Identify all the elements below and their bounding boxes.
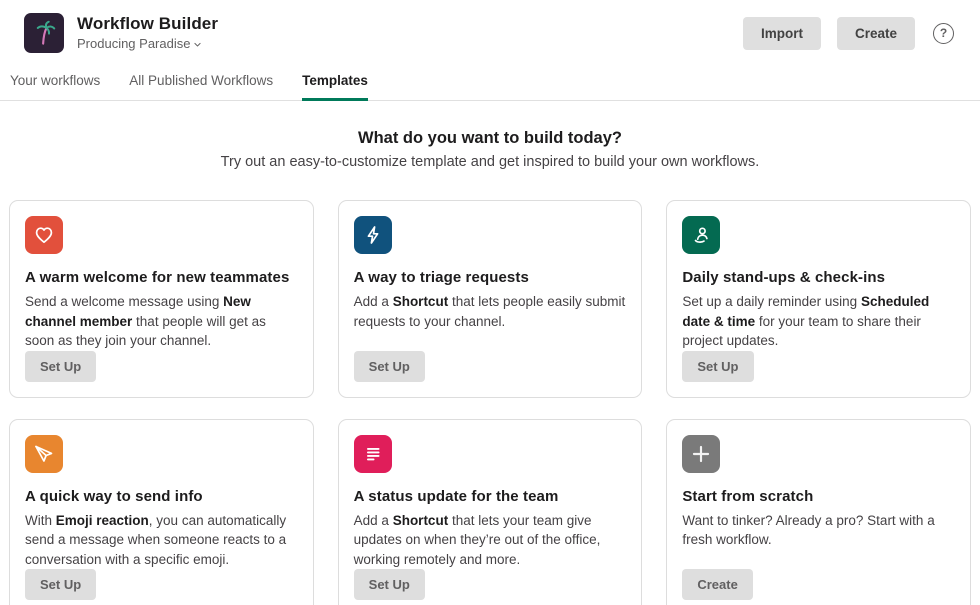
card-action-button[interactable]: Set Up bbox=[682, 350, 754, 382]
workspace-name: Producing Paradise bbox=[77, 35, 191, 51]
card-action-button[interactable]: Set Up bbox=[25, 569, 97, 601]
lightning-icon bbox=[353, 216, 392, 254]
template-card: Start from scratch Want to tinker? Alrea… bbox=[666, 418, 971, 605]
card-description: Add a Shortcut that lets your team give … bbox=[353, 512, 601, 567]
palm-tree-icon bbox=[24, 13, 64, 53]
import-button[interactable]: Import bbox=[742, 16, 821, 50]
page-title: Workflow Builder bbox=[77, 13, 219, 33]
card-title: Daily stand-ups & check-ins bbox=[682, 269, 886, 286]
tab-bar: Your workflows All Published Workflows T… bbox=[0, 67, 980, 101]
chevron-down-icon bbox=[194, 42, 202, 46]
hero-subtitle: Try out an easy-to-customize template an… bbox=[220, 154, 760, 170]
header: Workflow Builder Producing Paradise Impo… bbox=[0, 0, 980, 53]
template-card: A status update for the team Add a Short… bbox=[337, 418, 643, 605]
create-button[interactable]: Create bbox=[836, 16, 915, 50]
paper-plane-icon bbox=[25, 434, 63, 473]
template-grid: A warm welcome for new teammates Send a … bbox=[9, 200, 971, 605]
template-card: A quick way to send info With Emoji reac… bbox=[9, 418, 314, 605]
card-title: A status update for the team bbox=[353, 487, 559, 505]
header-titles: Workflow Builder Producing Paradise bbox=[77, 14, 218, 53]
card-action-button[interactable]: Set Up bbox=[353, 350, 425, 382]
tab-all-published-workflows[interactable]: All Published Workflows bbox=[129, 73, 274, 88]
hero-title: What do you want to build today? bbox=[358, 129, 622, 147]
card-description: Send a welcome message using New channel… bbox=[25, 294, 266, 349]
card-description: With Emoji reaction, you can automatical… bbox=[25, 512, 287, 567]
standing-person-icon bbox=[682, 216, 721, 254]
tab-your-workflows[interactable]: Your workflows bbox=[10, 73, 101, 88]
card-action-button[interactable]: Create bbox=[682, 569, 753, 601]
card-title: A quick way to send info bbox=[25, 487, 203, 505]
workspace-switcher[interactable]: Producing Paradise bbox=[77, 36, 202, 51]
plus-icon bbox=[682, 434, 721, 473]
template-card: A way to triage requests Add a Shortcut … bbox=[337, 200, 643, 398]
card-description: Set up a daily reminder using Scheduled … bbox=[682, 294, 930, 349]
text-lines-icon bbox=[353, 434, 392, 473]
card-title: A way to triage requests bbox=[353, 269, 529, 286]
card-title: Start from scratch bbox=[682, 487, 814, 505]
heart-icon bbox=[25, 216, 63, 254]
template-card: Daily stand-ups & check-ins Set up a dai… bbox=[666, 200, 971, 398]
card-title: A warm welcome for new teammates bbox=[25, 269, 290, 286]
tab-templates[interactable]: Templates bbox=[302, 67, 368, 101]
card-description: Add a Shortcut that lets people easily s… bbox=[353, 294, 626, 329]
card-action-button[interactable]: Set Up bbox=[25, 350, 97, 382]
help-icon[interactable]: ? bbox=[933, 22, 954, 44]
card-action-button[interactable]: Set Up bbox=[353, 569, 425, 601]
hero: What do you want to build today? Try out… bbox=[0, 129, 980, 170]
template-card: A warm welcome for new teammates Send a … bbox=[9, 200, 314, 398]
card-description: Want to tinker? Already a pro? Start wit… bbox=[682, 512, 935, 548]
